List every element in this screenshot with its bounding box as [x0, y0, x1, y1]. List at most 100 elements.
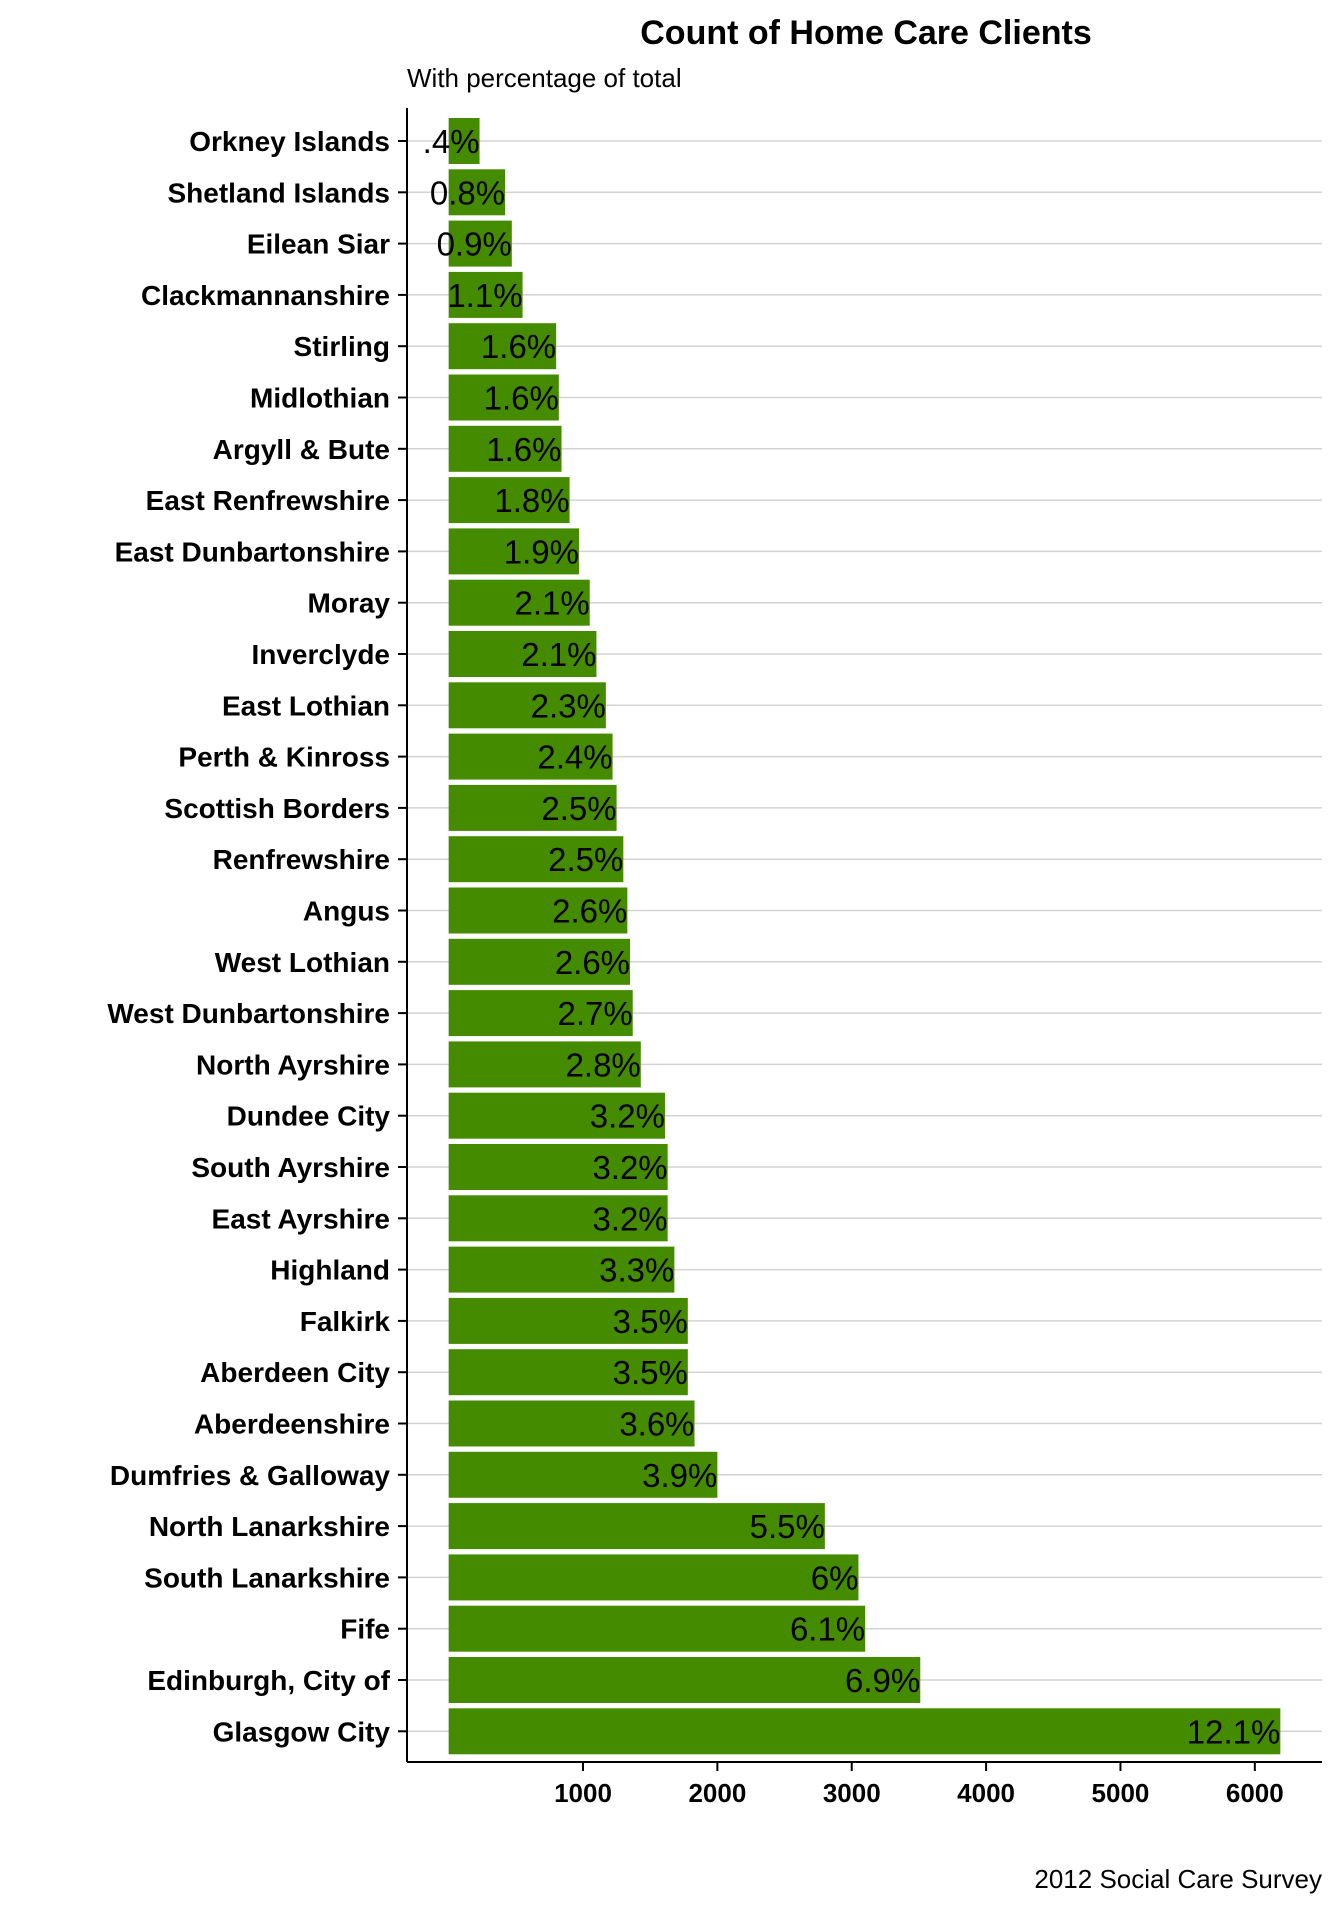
- category-label: Aberdeenshire: [194, 1409, 390, 1440]
- category-label: South Ayrshire: [191, 1152, 390, 1183]
- category-label: East Lothian: [222, 690, 390, 721]
- bar: [448, 118, 480, 164]
- bar: [448, 1708, 1281, 1755]
- value-label: 1.8%: [494, 482, 569, 519]
- category-label: Dumfries & Galloway: [110, 1460, 391, 1491]
- bar: [448, 220, 512, 267]
- x-tick-label: 6000: [1226, 1778, 1284, 1808]
- value-label: 6%: [811, 1559, 859, 1596]
- value-label: 1.6%: [481, 328, 556, 365]
- category-label: West Dunbartonshire: [107, 998, 390, 1029]
- value-label: 2.1%: [521, 636, 596, 673]
- value-label: 2.1%: [515, 585, 590, 622]
- category-label: Scottish Borders: [164, 793, 390, 824]
- bar: [448, 1400, 695, 1447]
- category-label: Argyll & Bute: [213, 434, 390, 465]
- value-label: 2.6%: [552, 893, 627, 930]
- bar: [448, 1041, 641, 1088]
- bar: [448, 1144, 668, 1190]
- category-label: Edinburgh, City of: [147, 1665, 390, 1696]
- bar: [448, 374, 559, 421]
- bar: [448, 477, 570, 524]
- bars: [448, 118, 1281, 1755]
- value-label: 1.1%: [447, 277, 522, 314]
- category-label: Fife: [340, 1614, 390, 1645]
- category-label: East Renfrewshire: [146, 485, 390, 516]
- category-label: Perth & Kinross: [178, 742, 390, 773]
- category-label: East Ayrshire: [212, 1203, 390, 1234]
- bar: [448, 1605, 866, 1652]
- category-label: Stirling: [294, 331, 390, 362]
- value-label: 1.9%: [504, 533, 579, 570]
- bar: [448, 1246, 675, 1293]
- value-label: 2.5%: [548, 841, 623, 878]
- x-tick-label: 3000: [823, 1778, 881, 1808]
- value-labels: .4% 0.8% 0.9% 1.1% 1.6% 1.6% 1.6% 1.8% 1.9% 2.1% 2…: [423, 123, 1281, 1750]
- bar: [448, 733, 613, 780]
- category-label: Midlothian: [250, 383, 390, 414]
- value-label: 3.2%: [590, 1098, 665, 1135]
- category-label: Falkirk: [300, 1306, 391, 1337]
- category-label: West Lothian: [215, 947, 390, 978]
- chart-title: Count of Home Care Clients: [640, 14, 1091, 52]
- category-label: Aberdeen City: [200, 1357, 390, 1388]
- value-label: 3.5%: [613, 1354, 688, 1391]
- category-label: Orkney Islands: [189, 126, 390, 157]
- bar: [448, 1554, 859, 1601]
- value-label: 3.2%: [592, 1149, 667, 1186]
- chart-subtitle: With percentage of total: [407, 63, 682, 93]
- value-label: 1.6%: [486, 431, 561, 468]
- category-label: Shetland Islands: [168, 177, 391, 208]
- value-label: 2.5%: [541, 790, 616, 827]
- category-label: South Lanarkshire: [144, 1562, 390, 1593]
- value-label: 5.5%: [750, 1508, 825, 1545]
- bar: [448, 1349, 688, 1396]
- category-label: Renfrewshire: [213, 844, 390, 875]
- bar: [448, 1092, 665, 1139]
- value-label: 0.8%: [430, 174, 505, 211]
- value-label: 3.3%: [599, 1252, 674, 1289]
- bar: [448, 528, 579, 575]
- value-label: 2.8%: [566, 1046, 641, 1083]
- category-label: Highland: [270, 1255, 390, 1286]
- bar: [448, 682, 606, 729]
- value-label: 2.4%: [537, 739, 612, 776]
- value-label: 3.2%: [592, 1200, 667, 1237]
- value-label: 2.6%: [555, 944, 630, 981]
- bar: [448, 784, 617, 831]
- x-tick-label: 5000: [1092, 1778, 1150, 1808]
- x-tick-label: 1000: [554, 1778, 612, 1808]
- category-label: North Lanarkshire: [149, 1511, 390, 1542]
- chart-caption: 2012 Social Care Survey: [1034, 1864, 1322, 1894]
- value-label: 3.6%: [619, 1406, 694, 1443]
- value-label: 6.9%: [845, 1662, 920, 1699]
- category-label: Glasgow City: [213, 1716, 391, 1747]
- x-tick-label: 4000: [957, 1778, 1015, 1808]
- value-label: 3.5%: [613, 1303, 688, 1340]
- category-label: East Dunbartonshire: [115, 536, 390, 567]
- category-label: North Ayrshire: [196, 1049, 390, 1080]
- bar: [448, 1657, 921, 1703]
- value-label: 2.7%: [558, 995, 633, 1032]
- x-tick-label: 2000: [688, 1778, 746, 1808]
- y-axis: Orkney Islands Shetland Islands Eilean Sia…: [107, 108, 408, 1762]
- bar: [448, 1451, 718, 1498]
- bar: [448, 938, 631, 985]
- value-label: .4%: [423, 123, 480, 160]
- category-label: Moray: [308, 588, 391, 619]
- value-label: 12.1%: [1187, 1713, 1281, 1750]
- value-label: 2.3%: [531, 687, 606, 724]
- bar: [448, 323, 557, 370]
- category-label: Inverclyde: [251, 639, 390, 670]
- category-label: Dundee City: [227, 1101, 391, 1132]
- bar: [448, 1297, 688, 1344]
- bar: [448, 631, 597, 677]
- category-label: Angus: [303, 896, 390, 927]
- value-label: 0.9%: [437, 226, 512, 263]
- bar: [448, 579, 590, 626]
- bar: [448, 1503, 825, 1550]
- category-label: Clackmannanshire: [141, 280, 390, 311]
- bar: [448, 887, 628, 934]
- bar: [448, 836, 624, 883]
